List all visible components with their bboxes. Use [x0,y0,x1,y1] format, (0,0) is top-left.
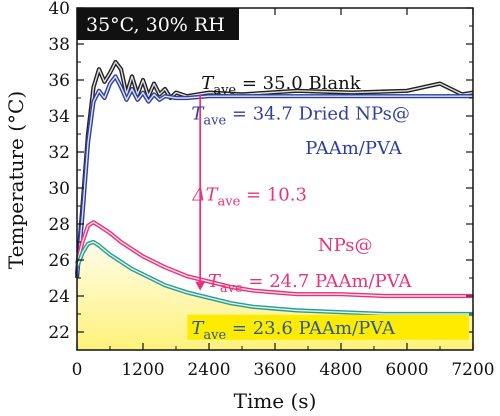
x-tick-label: 6000 [385,360,428,380]
annotation-label: Blank [308,73,361,94]
x-tick-label: 1200 [121,360,164,380]
annotation-label: NPs@ [318,235,373,256]
y-tick-label: 38 [48,35,70,55]
y-tick-label: 36 [48,71,70,91]
ticks: 0 1200 2400 3600 4800 6000 7200 22 24 26 28 30 32 34 3… [48,0,494,380]
annotation-value: = 34.7 [226,104,298,125]
y-tick-label: 30 [48,179,70,199]
annotation-symbol: T [191,318,205,339]
annotation-subscript: ave [203,114,226,129]
annotation-1: Tave = 34.7 Dried NPs@ [191,104,409,129]
annotation-symbol: T [208,271,222,292]
condition-badge-bg [77,8,239,40]
annotation-4: NPs@ [318,235,373,256]
x-tick-label: 3600 [253,360,296,380]
annotation-value: = 24.7 [243,271,315,292]
x-axis-title: Time (s) [234,389,317,413]
y-tick-label: 22 [48,323,70,343]
annotation-3: ΔTave = 10.3 [192,185,307,210]
x-tick-label: 4800 [319,360,362,380]
annotation-subscript: ave [218,195,241,210]
annotation-subscript: ave [213,83,236,98]
x-tick-label: 2400 [187,360,230,380]
annotation-subscript: ave [203,328,226,343]
delta-arrow-head [195,281,206,291]
annotation-value: = 10.3 [240,185,307,206]
annotation-2: PAAm/PVA [305,138,402,159]
annotation-symbol: ΔT [192,185,220,206]
annotation-6: Tave = 23.6 PAAm/PVA [191,318,396,343]
annotation-value: = 23.6 [226,318,298,339]
y-tick-label: 26 [48,251,70,271]
y-tick-label: 24 [48,287,70,307]
annotation-5: Tave = 24.7 PAAm/PVA [208,271,413,296]
annotation-label: PAAm/PVA [299,318,396,339]
annotation-label: PAAm/PVA [315,271,412,292]
annotation-symbol: T [201,73,215,94]
x-tick-label: 7200 [451,360,494,380]
y-tick-label: 28 [48,215,70,235]
condition-badge: 35°C, 30% RH [77,8,239,40]
y-axis-title: Temperature (°C) [4,91,28,269]
x-tick-label: 0 [72,360,83,380]
y-tick-label: 40 [48,0,70,19]
annotation-0: Tave = 35.0 Blank [201,73,361,98]
series-nps-highlight [76,221,473,297]
y-tick-label: 32 [48,143,70,163]
series-lines [74,59,474,317]
annotation-value: = 35.0 [236,73,308,94]
condition-badge-text: 35°C, 30% RH [86,14,225,36]
annotation-label: PAAm/PVA [305,138,402,159]
annotation-label: Dried NPs@ [299,104,410,125]
paam-label-box [187,314,469,340]
annotation-subscript: ave [220,281,243,296]
series-blank-highlight [76,61,474,275]
y-tick-label: 34 [48,107,70,127]
series-dried-highlight [76,75,473,279]
series-paam-highlight [76,241,473,315]
annotation-symbol: T [191,104,205,125]
